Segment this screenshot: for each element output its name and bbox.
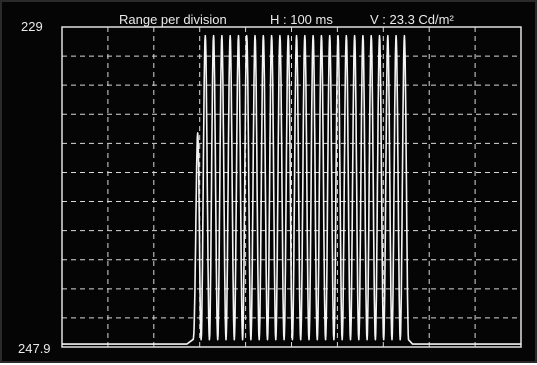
horizontal-range-readout: H : 100 ms — [270, 12, 333, 27]
range-per-division-label: Range per division — [119, 12, 227, 27]
vertical-range-readout: V : 23.3 Cd/m² — [370, 12, 454, 27]
y-axis-min-label: 247.9 — [18, 341, 51, 356]
plot-frame — [61, 26, 522, 348]
y-axis-max-label: 229 — [21, 19, 43, 34]
waveform-trace — [62, 34, 521, 345]
